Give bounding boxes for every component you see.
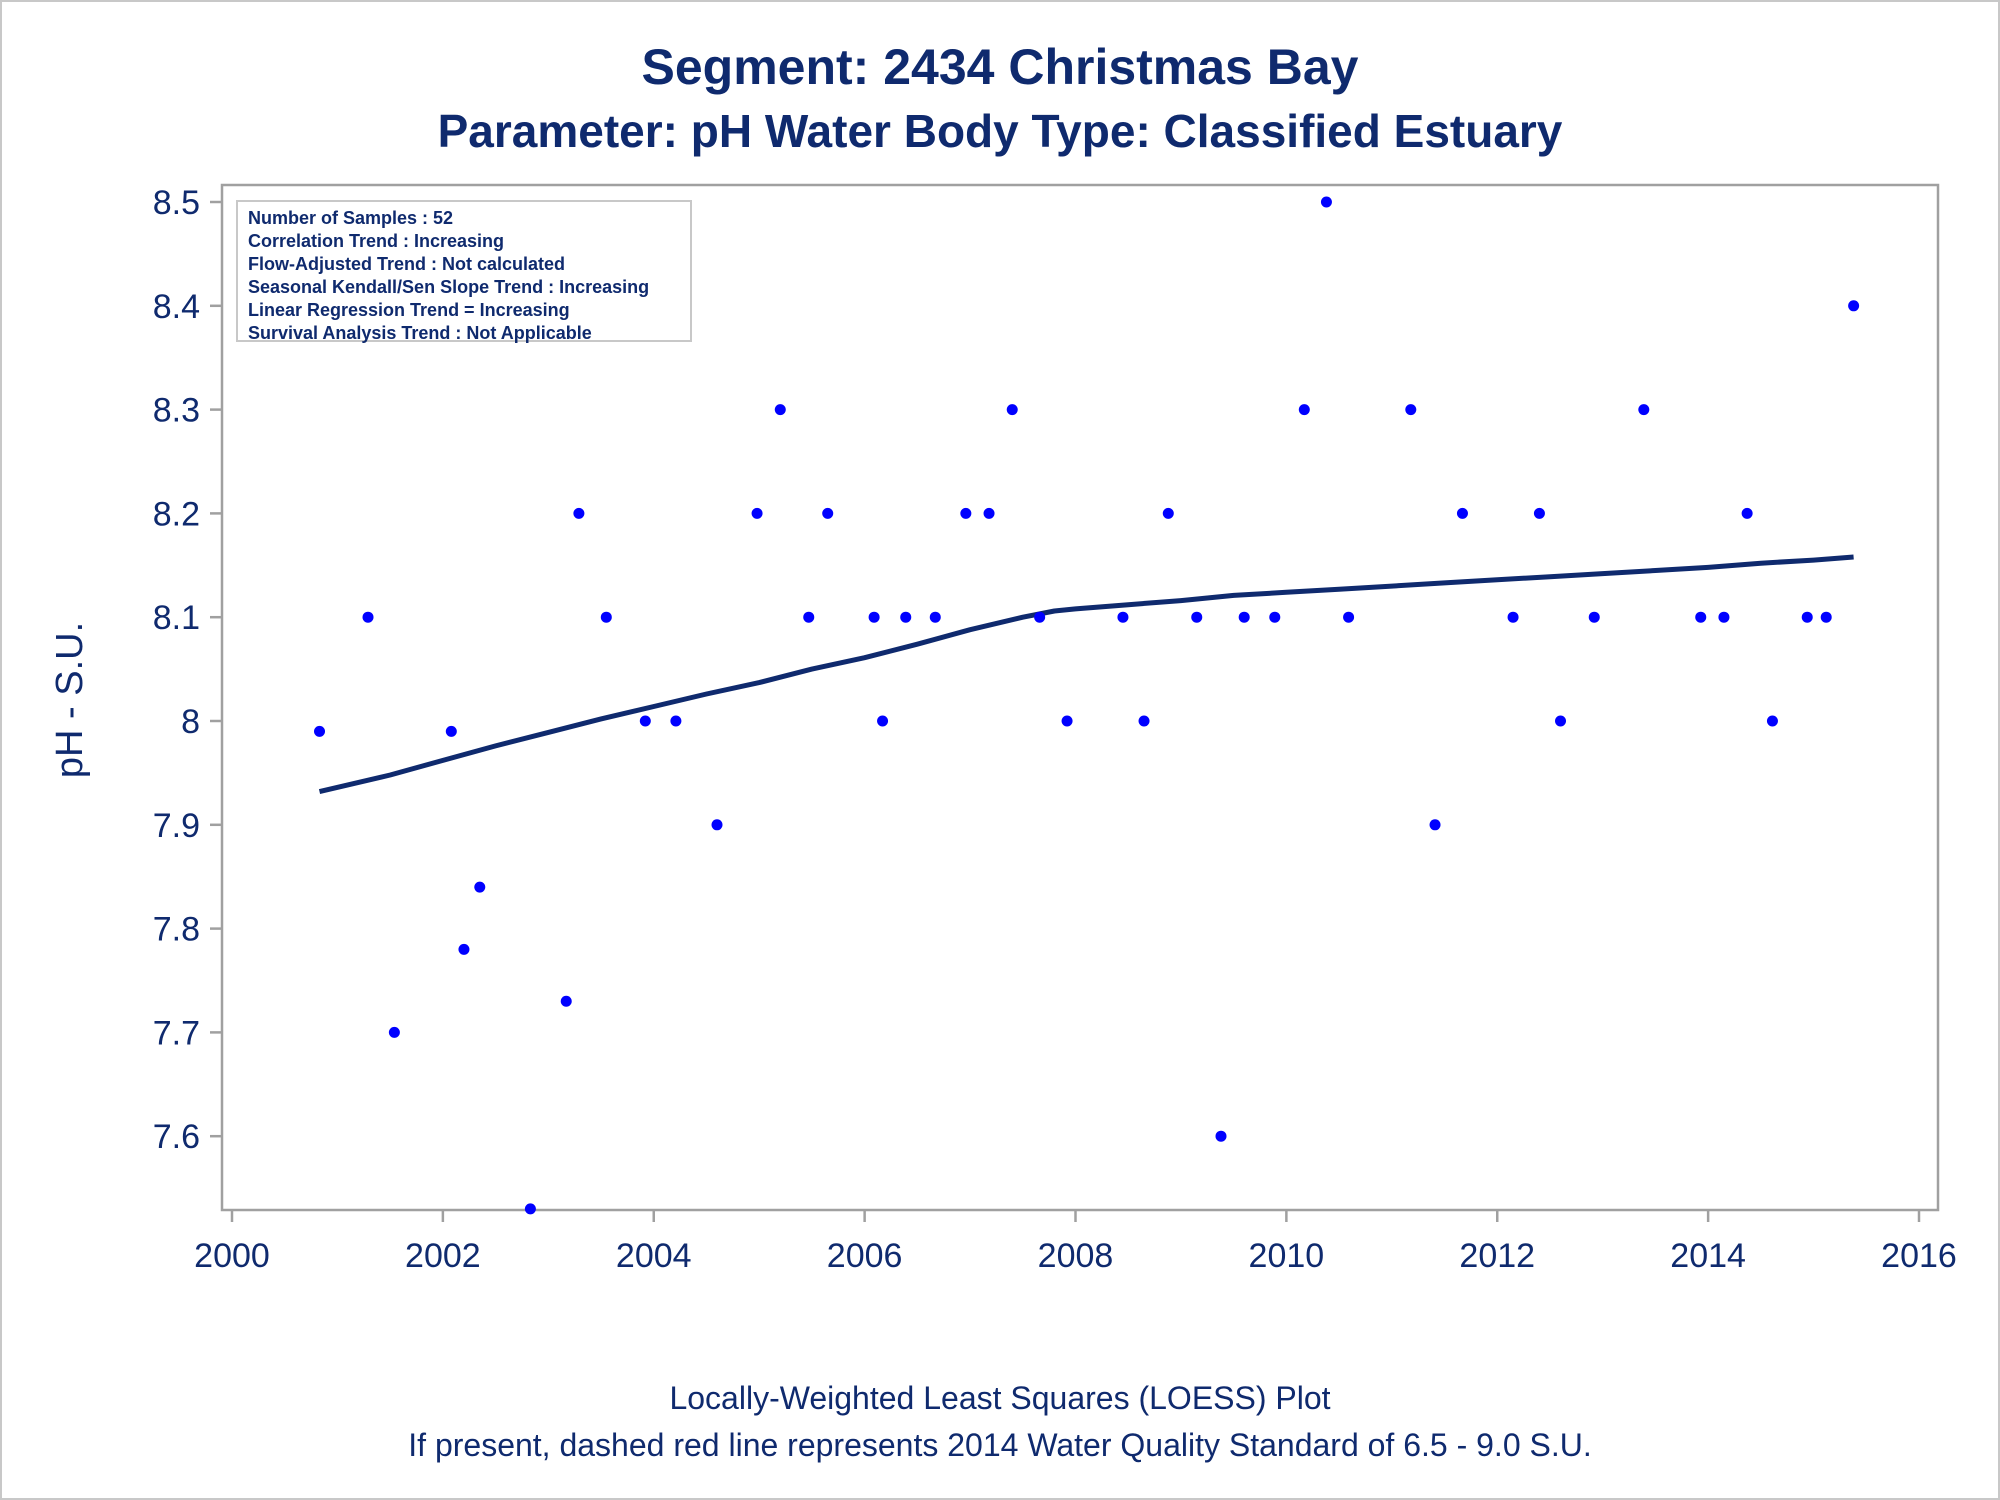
data-point: [960, 507, 972, 519]
data-point: [822, 507, 834, 519]
x-tick-label: 2014: [1670, 1237, 1746, 1275]
data-point: [639, 715, 651, 727]
trend-statistics-box: Number of Samples : 52 Correlation Trend…: [236, 200, 692, 343]
chart-subtitle: Parameter: pH Water Body Type: Classifie…: [437, 105, 1563, 157]
x-tick-label: 2012: [1459, 1237, 1535, 1275]
data-point: [1766, 715, 1778, 727]
y-tick-label: 8.5: [153, 184, 200, 222]
stat-correlation-trend: Correlation Trend : Increasing: [248, 231, 505, 251]
data-point: [1034, 611, 1046, 623]
y-tick-label: 8.3: [153, 392, 200, 430]
data-point: [560, 995, 572, 1007]
data-point: [1848, 300, 1860, 312]
stat-survival-analysis-trend: Survival Analysis Trend : Not Applicable: [248, 323, 592, 343]
x-tick-label: 2008: [1038, 1237, 1114, 1275]
chart-title: Segment: 2434 Christmas Bay: [641, 39, 1359, 95]
data-point: [1555, 715, 1567, 727]
data-point: [1741, 507, 1753, 519]
footnote-standard: If present, dashed red line represents 2…: [408, 1427, 1592, 1463]
data-point: [1507, 611, 1519, 623]
y-tick-label: 7.6: [153, 1118, 200, 1156]
x-tick-label: 2002: [405, 1237, 481, 1275]
data-point: [1801, 611, 1813, 623]
data-point: [1695, 611, 1707, 623]
stat-linear-regression-trend: Linear Regression Trend = Increasing: [248, 300, 570, 320]
x-tick-label: 2010: [1249, 1237, 1325, 1275]
data-point: [1138, 715, 1150, 727]
data-point: [600, 611, 612, 623]
data-point: [1117, 611, 1129, 623]
data-point: [900, 611, 912, 623]
data-point: [388, 1026, 400, 1038]
data-point: [1191, 611, 1203, 623]
y-tick-label: 8: [181, 703, 200, 741]
data-point: [1162, 507, 1174, 519]
data-point: [362, 611, 374, 623]
data-point: [524, 1203, 536, 1215]
data-point: [1215, 1130, 1227, 1142]
data-point: [1405, 404, 1417, 416]
data-point: [573, 507, 585, 519]
y-tick-label: 7.8: [153, 911, 200, 949]
stat-seasonal-kendall-trend: Seasonal Kendall/Sen Slope Trend : Incre…: [248, 277, 650, 297]
data-point: [803, 611, 815, 623]
data-point: [1238, 611, 1250, 623]
loess-line: [318, 554, 1854, 795]
data-point: [711, 819, 723, 831]
y-axis-label: pH - S.U.: [49, 622, 91, 778]
data-point: [751, 507, 763, 519]
y-tick-label: 8.4: [153, 288, 200, 326]
stat-flow-adjusted-trend: Flow-Adjusted Trend : Not calculated: [248, 254, 566, 274]
plot-area: 2000 2002 2004 2006 2008 2010 2012 2014 2016 7.6 7…: [153, 183, 1957, 1275]
data-point: [1456, 507, 1468, 519]
data-point: [1718, 611, 1730, 623]
data-point: [1269, 611, 1281, 623]
data-point: [445, 725, 457, 737]
data-point: [1820, 611, 1832, 623]
y-tick-label: 8.1: [153, 599, 200, 637]
y-tick-label: 8.2: [153, 495, 200, 533]
data-point: [670, 715, 682, 727]
data-point: [458, 943, 470, 955]
data-point: [1298, 404, 1310, 416]
y-tick-label: 7.9: [153, 807, 200, 845]
data-point: [1588, 611, 1600, 623]
x-tick-label: 2000: [194, 1237, 270, 1275]
footnote-plot-type: Locally-Weighted Least Squares (LOESS) P…: [669, 1380, 1331, 1416]
stat-number-of-samples: Number of Samples : 52: [248, 208, 454, 228]
data-point: [474, 881, 486, 893]
data-point: [929, 611, 941, 623]
y-tick-label: 7.7: [153, 1014, 200, 1052]
x-tick-label: 2006: [827, 1237, 903, 1275]
x-tick-label: 2004: [616, 1237, 692, 1275]
data-point: [314, 725, 326, 737]
data-point: [1061, 715, 1073, 727]
data-point: [1638, 404, 1650, 416]
plot-frame: [220, 183, 1940, 1212]
x-tick-label: 2016: [1881, 1237, 1957, 1275]
data-point: [1429, 819, 1441, 831]
data-point: [1006, 404, 1018, 416]
data-point: [877, 715, 889, 727]
data-point: [1343, 611, 1355, 623]
data-point: [774, 404, 786, 416]
data-point: [1320, 196, 1332, 208]
data-point: [868, 611, 880, 623]
data-point: [983, 507, 995, 519]
data-point: [1533, 507, 1545, 519]
